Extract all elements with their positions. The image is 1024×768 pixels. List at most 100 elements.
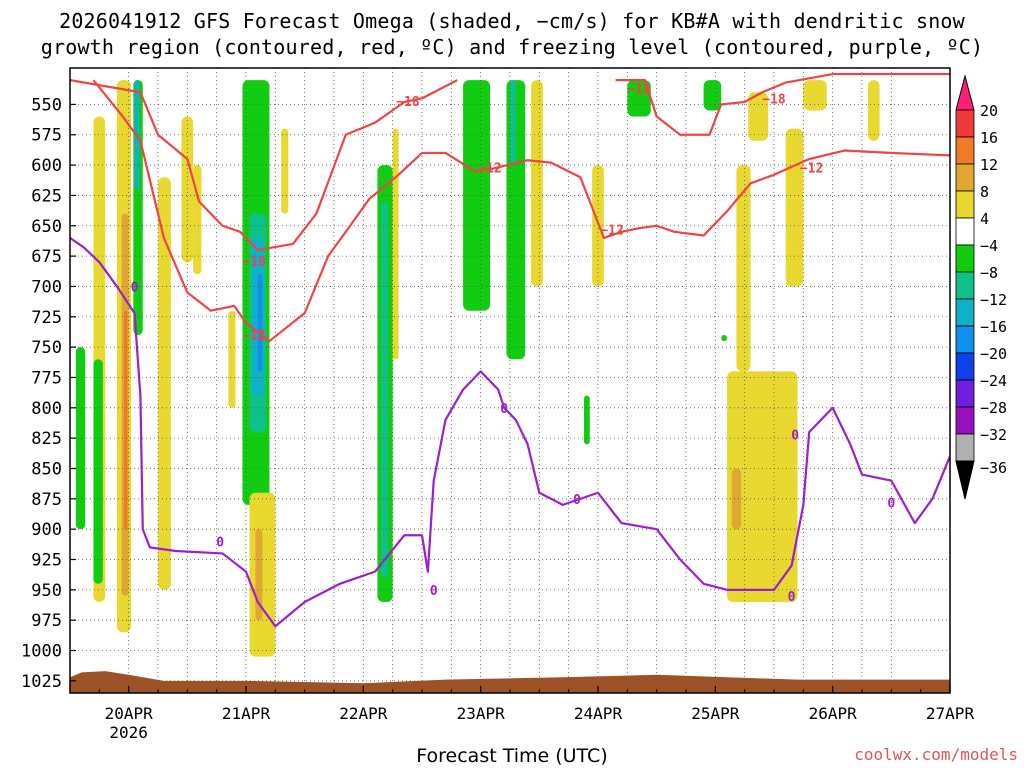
colorbar-label-7: −12 [980, 291, 1007, 309]
x-tick-label-7: 27APR [926, 704, 975, 723]
y-tick-label-1: 575 [31, 126, 62, 146]
y-tick-label-4: 650 [31, 217, 62, 237]
y-tick-label-5: 675 [31, 247, 62, 267]
y-tick-label-12: 850 [31, 459, 62, 479]
contour-label-1-2: −12 [600, 223, 623, 238]
colorbar-label-8: −16 [980, 318, 1007, 336]
contour-label-1-1: −12 [478, 162, 501, 177]
colorbar-swatch-13 [955, 433, 975, 462]
contour-label-0-1: −18 [627, 83, 651, 98]
omega-region-22 [463, 80, 491, 311]
y-tick-label-17: 975 [31, 611, 62, 631]
y-tick-label-2: 600 [31, 156, 62, 176]
contour-labels: −18 −18 −18 −18 −12 −12 −12 −12 0 0 0 0 0 0 0 0 [131, 83, 896, 605]
contour-label-2-6: 0 [791, 429, 799, 444]
omega-region-32 [731, 468, 742, 530]
x-tick-label-6: 26APR [809, 704, 858, 723]
omega-region-4 [75, 347, 86, 530]
colorbar-label-4: 4 [980, 210, 989, 228]
colorbar-swatch-1 [955, 109, 975, 138]
omega-region-26 [583, 395, 590, 445]
x-tick-label-3: 23APR [457, 704, 506, 723]
colorbar-label-9: −20 [980, 345, 1007, 363]
omega-shading-layer [75, 80, 880, 657]
colorbar-label-11: −28 [980, 399, 1007, 417]
y-tick-label-10: 800 [31, 399, 62, 419]
contour-0-line1 [70, 79, 458, 252]
omega-region-28 [627, 80, 651, 117]
colorbar-swatch-12 [955, 406, 975, 435]
omega-region-30 [721, 334, 728, 342]
colorbar-swatch-5 [955, 217, 975, 246]
contour-label-2-3: 0 [500, 402, 508, 417]
omega-region-25 [531, 80, 543, 287]
colorbar-swatch-2 [955, 136, 975, 165]
colorbar-label-6: −8 [980, 264, 998, 282]
colorbar: 20 16 12 8 4 −4 −8 −12 −16 −20 −24 −28 −32 −36 [955, 74, 1007, 500]
terrain-fill [70, 671, 950, 693]
x-tick-label-5: 25APR [691, 704, 740, 723]
colorbar-swatch-9 [955, 325, 975, 354]
chart-title-line1: 2026041912 GFS Forecast Omega (shaded, −… [59, 9, 965, 33]
colorbar-label-2: 12 [980, 156, 998, 174]
y-tick-label-0: 550 [31, 95, 62, 115]
contour-2-line1 [70, 236, 950, 628]
colorbar-swatch-8 [955, 298, 975, 327]
colorbar-label-5: −4 [980, 237, 998, 255]
omega-region-33 [736, 165, 751, 372]
y-tick-label-6: 700 [31, 277, 62, 297]
colorbar-label-1: 16 [980, 129, 998, 147]
omega-region-18 [281, 128, 289, 214]
contour-label-0-3: −18 [242, 255, 266, 270]
omega-region-35 [785, 128, 804, 287]
colorbar-swatch-11 [955, 379, 975, 408]
omega-region-11 [228, 310, 236, 408]
omega-region-24 [510, 80, 516, 166]
contour-label-2-0: 0 [131, 280, 139, 295]
colorbar-swatch-10 [955, 352, 975, 381]
omega-region-37 [867, 80, 880, 141]
contour-label-2-4: 0 [573, 493, 581, 508]
colorbar-swatch-4 [955, 190, 975, 219]
colorbar-label-3: 8 [980, 183, 989, 201]
colorbar-swatch-6 [955, 244, 975, 273]
y-axis: 550 575 600 625 650 675 700 725 750 775 800 825 850 8… [21, 95, 76, 692]
credit-text: coolwx.com/models [854, 745, 1018, 764]
omega-region-21 [392, 128, 399, 360]
colorbar-bottom-arrow [955, 460, 975, 500]
y-tick-label-15: 925 [31, 551, 62, 571]
colorbar-swatch-7 [955, 271, 975, 300]
contour-label-0-2: −18 [762, 92, 786, 107]
contour-layer [70, 72, 950, 628]
contour-1-line1 [92, 79, 950, 343]
omega-region-29 [703, 80, 722, 111]
contour-label-1-3: −12 [800, 162, 823, 177]
colorbar-label-12: −32 [980, 426, 1007, 444]
x-tick-label-4: 24APR [574, 704, 623, 723]
colorbar-label-13: −36 [980, 459, 1007, 477]
x-tick-label-2: 22APR [339, 704, 388, 723]
omega-region-3 [123, 310, 128, 530]
contour-label-2-7: 0 [887, 496, 895, 511]
contour-label-2-1: 0 [216, 535, 224, 550]
chart-title-line2: growth region (contoured, red, ºC) and f… [40, 35, 984, 59]
y-tick-label-13: 875 [31, 490, 62, 510]
contour-label-2-5: 0 [788, 590, 796, 605]
omega-region-15 [257, 274, 263, 372]
y-tick-label-3: 625 [31, 186, 62, 206]
y-tick-label-7: 725 [31, 308, 62, 328]
x-tick-label-1: 21APR [222, 704, 271, 723]
y-tick-label-14: 900 [31, 520, 62, 540]
y-tick-label-11: 825 [31, 429, 62, 449]
omega-region-10 [193, 165, 202, 275]
omega-region-20 [380, 201, 388, 578]
terrain-layer [70, 671, 950, 693]
y-tick-label-18: 1000 [21, 642, 62, 662]
colorbar-label-0: 20 [980, 102, 998, 120]
x-tick-sublabel-0: 2026 [109, 723, 148, 742]
contour-label-0-0: −18 [396, 95, 420, 110]
contour-label-1-0: −12 [242, 329, 265, 344]
colorbar-label-10: −24 [980, 372, 1007, 390]
